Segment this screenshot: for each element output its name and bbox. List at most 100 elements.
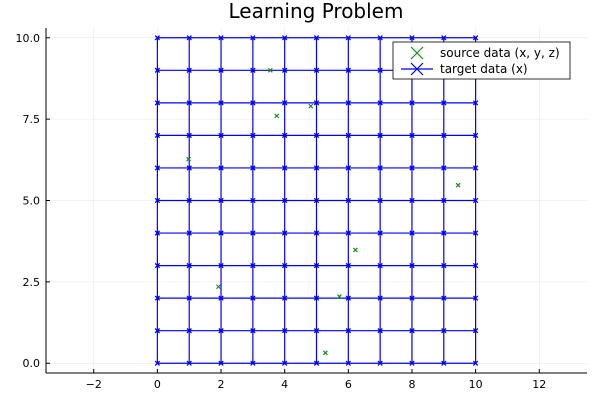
target-point	[250, 67, 256, 73]
target-point	[377, 132, 383, 139]
target-point-stroke-b	[282, 328, 288, 334]
target-point-stroke-b	[282, 262, 288, 269]
x-tick-label: 6	[345, 378, 352, 391]
target-point-stroke-b	[282, 295, 288, 301]
target-point	[441, 328, 447, 334]
x-tick-label: 4	[281, 378, 288, 391]
target-point	[472, 100, 479, 106]
target-point	[218, 67, 224, 73]
target-point-stroke-b	[250, 67, 256, 73]
x-tick-label: 10	[469, 378, 483, 391]
target-point	[218, 100, 224, 106]
legend-source-x-stroke-b	[410, 46, 424, 60]
source-point	[216, 284, 221, 290]
target-point-stroke-b	[154, 328, 161, 334]
target-point	[377, 67, 383, 73]
target-point	[345, 67, 351, 73]
target-point	[282, 295, 288, 301]
target-point-stroke-b	[282, 197, 288, 204]
target-point	[409, 132, 415, 139]
target-point-stroke-b	[186, 262, 192, 269]
target-point	[154, 132, 161, 139]
target-point	[250, 35, 256, 41]
target-point-stroke-b	[218, 360, 224, 366]
target-point-stroke-b	[472, 100, 479, 106]
target-point	[441, 35, 447, 41]
target-point-stroke-b	[186, 295, 192, 301]
target-point	[250, 230, 256, 236]
target-point	[377, 328, 383, 334]
target-point	[441, 262, 447, 269]
target-point	[409, 165, 415, 171]
target-point-stroke-b	[441, 35, 447, 41]
target-point-stroke-b	[409, 360, 415, 366]
target-point-stroke-b	[186, 230, 192, 236]
target-point-stroke-b	[218, 230, 224, 236]
target-point-stroke-b	[441, 100, 447, 106]
target-point-stroke-b	[313, 35, 320, 41]
source-point-stroke-b	[455, 182, 461, 188]
y-tick-label: 7.5	[23, 113, 41, 126]
target-point-stroke-b	[409, 132, 415, 139]
target-point-stroke-b	[186, 67, 192, 73]
target-point	[282, 132, 288, 139]
target-point	[186, 360, 192, 366]
target-point	[409, 100, 415, 106]
target-point	[186, 132, 192, 139]
y-tick-label: 0.0	[23, 357, 41, 370]
target-point-stroke-b	[250, 197, 256, 204]
target-point-stroke-b	[441, 165, 447, 171]
target-point	[409, 328, 415, 334]
target-point-stroke-b	[313, 165, 320, 171]
legend: source data (x, y, z) target data (x)	[392, 41, 571, 80]
x-tick-label: 2	[218, 378, 225, 391]
target-point-stroke-b	[313, 360, 320, 366]
source-point-stroke-b	[216, 284, 221, 290]
target-point	[409, 295, 415, 301]
y-tick-label: 10.0	[16, 32, 41, 45]
target-point-stroke-b	[441, 230, 447, 236]
target-point-stroke-b	[186, 328, 192, 334]
target-point-stroke-b	[282, 67, 288, 73]
target-point-stroke-b	[154, 165, 161, 171]
target-point	[282, 100, 288, 106]
target-point	[441, 165, 447, 171]
target-point	[186, 100, 192, 106]
target-point	[154, 328, 161, 334]
target-point	[472, 262, 479, 269]
target-point-stroke-b	[250, 230, 256, 236]
target-point-stroke-b	[377, 35, 383, 41]
target-point	[218, 328, 224, 334]
target-point-stroke-b	[218, 100, 224, 106]
target-point-stroke-b	[250, 35, 256, 41]
target-point	[250, 100, 256, 106]
target-point-stroke-b	[218, 328, 224, 334]
target-point-stroke-b	[345, 295, 351, 301]
target-point	[377, 165, 383, 171]
target-point-stroke-b	[250, 360, 256, 366]
target-point	[345, 197, 351, 204]
target-point-stroke-b	[154, 295, 161, 301]
source-point	[267, 67, 273, 73]
target-point-stroke-b	[409, 100, 415, 106]
target-point-stroke-b	[377, 197, 383, 204]
target-point-stroke-b	[377, 360, 383, 366]
target-point	[345, 360, 351, 366]
target-point	[282, 165, 288, 171]
target-point	[345, 295, 351, 301]
target-point	[282, 262, 288, 269]
target-point	[409, 197, 415, 204]
target-point	[441, 197, 447, 204]
legend-target-x-stroke-b	[410, 62, 424, 76]
target-point	[472, 230, 479, 236]
target-point	[409, 35, 415, 41]
source-point-stroke-b	[186, 156, 191, 162]
target-point	[345, 230, 351, 236]
target-point	[186, 67, 192, 73]
target-point	[218, 132, 224, 139]
target-point-stroke-b	[409, 262, 415, 269]
legend-target-label: target data (x)	[440, 62, 528, 76]
target-point-stroke-b	[377, 132, 383, 139]
target-point	[472, 295, 479, 301]
source-point	[186, 156, 191, 162]
